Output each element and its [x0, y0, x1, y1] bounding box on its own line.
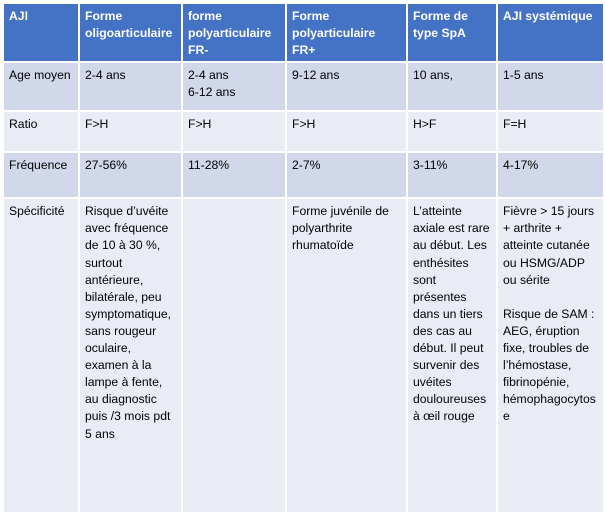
- cell-age-poly-fr-neg: 2-4 ans 6-12 ans: [181, 61, 287, 113]
- row-specificite: Spécificité Risque d’uvéite avec fréquen…: [2, 197, 605, 514]
- row-label-frequence: Fréquence: [2, 151, 80, 200]
- cell-ratio-poly-fr-neg: F>H: [181, 110, 287, 154]
- header-cell-oligoarticulaire: Forme oligoarticulaire: [78, 1, 183, 64]
- cell-age-oligo: 2-4 ans: [78, 61, 183, 113]
- cell-frequence-spa: 3-11%: [406, 151, 498, 200]
- header-row: AJI Forme oligoarticulaire forme polyart…: [2, 1, 605, 64]
- row-label-specificite: Spécificité: [2, 197, 80, 514]
- cell-age-systemique: 1-5 ans: [496, 61, 605, 113]
- header-cell-spa: Forme de type SpA: [406, 1, 498, 64]
- row-ratio: Ratio F>H F>H F>H H>F F=H: [2, 110, 605, 154]
- cell-specificite-oligo: Risque d’uvéite avec fréquence de 10 à 3…: [78, 197, 183, 514]
- cell-age-poly-fr-pos: 9-12 ans: [285, 61, 408, 113]
- cell-ratio-poly-fr-pos: F>H: [285, 110, 408, 154]
- cell-frequence-poly-fr-neg: 11-28%: [181, 151, 287, 200]
- row-label-ratio: Ratio: [2, 110, 80, 154]
- cell-specificite-spa: L’atteinte axiale est rare au début. Les…: [406, 197, 498, 514]
- row-age-moyen: Age moyen 2-4 ans 2-4 ans 6-12 ans 9-12 …: [2, 61, 605, 113]
- cell-frequence-systemique: 4-17%: [496, 151, 605, 200]
- row-frequence: Fréquence 27-56% 11-28% 2-7% 3-11% 4-17%: [2, 151, 605, 200]
- cell-specificite-poly-fr-pos: Forme juvénile de polyarthrite rhumatoïd…: [285, 197, 408, 514]
- cell-ratio-oligo: F>H: [78, 110, 183, 154]
- header-cell-aji: AJI: [2, 1, 80, 64]
- cell-age-spa: 10 ans,: [406, 61, 498, 113]
- cell-ratio-spa: H>F: [406, 110, 498, 154]
- cell-frequence-oligo: 27-56%: [78, 151, 183, 200]
- cell-specificite-poly-fr-neg: [181, 197, 287, 514]
- row-label-age-moyen: Age moyen: [2, 61, 80, 113]
- header-cell-systemique: AJI systémique: [496, 1, 605, 64]
- header-cell-polyarticulaire-fr-neg: forme polyarticulaire FR-: [181, 1, 287, 64]
- cell-ratio-systemique: F=H: [496, 110, 605, 154]
- cell-frequence-poly-fr-pos: 2-7%: [285, 151, 408, 200]
- header-cell-polyarticulaire-fr-pos: Forme polyarticulaire FR+: [285, 1, 408, 64]
- cell-specificite-systemique: Fièvre > 15 jours + arthrite + atteinte …: [496, 197, 605, 514]
